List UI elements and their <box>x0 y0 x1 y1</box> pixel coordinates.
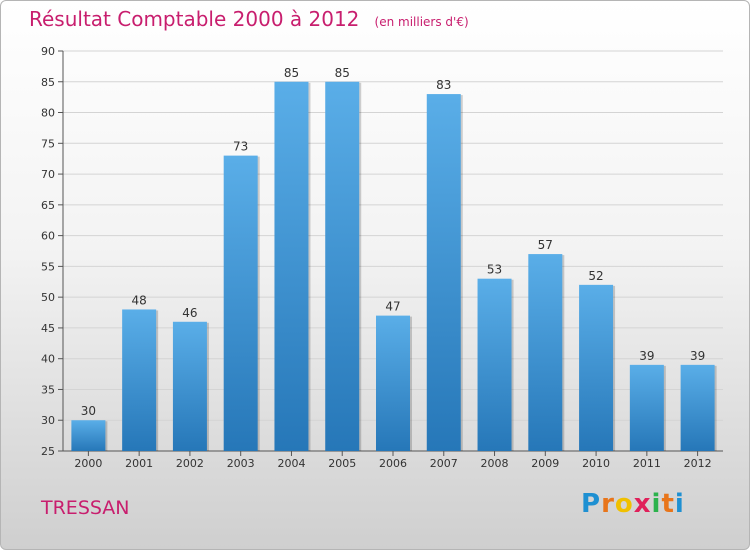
data-label-2003: 73 <box>233 140 248 154</box>
y-tick-label: 65 <box>41 199 55 212</box>
logo-letter: o <box>614 489 634 519</box>
x-tick-label-2004: 2004 <box>277 457 305 470</box>
chart-title-unit: (en milliers d'€) <box>374 15 469 29</box>
x-tick-label-2001: 2001 <box>125 457 153 470</box>
y-tick-label: 80 <box>41 107 55 120</box>
x-tick-label-2011: 2011 <box>633 457 661 470</box>
x-tick-label-2006: 2006 <box>379 457 407 470</box>
bar-2001[interactable] <box>122 309 157 451</box>
data-label-2004: 85 <box>284 66 299 80</box>
bar-2005[interactable] <box>325 81 360 452</box>
logo-letter: t <box>661 489 675 519</box>
logo-letter: r <box>601 489 615 519</box>
bar-2010[interactable] <box>579 284 614 451</box>
data-label-2002: 46 <box>182 306 197 320</box>
y-tick-label: 40 <box>41 353 55 366</box>
bar-2012[interactable] <box>680 364 715 451</box>
y-tick-label: 75 <box>41 137 55 150</box>
logo-letter: P <box>581 489 602 519</box>
x-tick-label-2000: 2000 <box>74 457 102 470</box>
logo-letter: i <box>674 489 685 519</box>
bar-2003[interactable] <box>223 155 258 451</box>
y-tick-label: 60 <box>41 230 55 243</box>
data-label-2010: 52 <box>588 269 603 283</box>
data-label-2008: 53 <box>487 263 502 277</box>
chart-title-main: Résultat Comptable 2000 à 2012 <box>29 7 360 31</box>
y-tick-label: 90 <box>41 45 55 58</box>
y-tick-label: 55 <box>41 260 55 273</box>
x-tick-label-2008: 2008 <box>481 457 509 470</box>
bar-2004[interactable] <box>274 81 309 452</box>
logo-letter: i <box>651 489 662 519</box>
x-tick-label-2007: 2007 <box>430 457 458 470</box>
data-label-2007: 83 <box>436 78 451 92</box>
x-tick-label-2010: 2010 <box>582 457 610 470</box>
bar-2007[interactable] <box>426 94 461 452</box>
data-label-2006: 47 <box>385 300 400 314</box>
y-tick-label: 35 <box>41 383 55 396</box>
commune-name: TRESSAN <box>41 497 130 519</box>
x-tick-label-2002: 2002 <box>176 457 204 470</box>
y-tick-label: 70 <box>41 168 55 181</box>
data-label-2005: 85 <box>335 66 350 80</box>
axis-layer: 25 30 35 40 45 50 55 60 65 70 75 80 85 90 2000 2001 2002… <box>41 45 723 470</box>
data-label-2000: 30 <box>81 404 96 418</box>
data-label-2001: 48 <box>132 293 147 307</box>
data-label-2009: 57 <box>538 238 553 252</box>
y-tick-label: 85 <box>41 76 55 89</box>
bar-2000[interactable] <box>71 420 106 451</box>
y-tick-label: 25 <box>41 445 55 458</box>
x-tick-label-2009: 2009 <box>531 457 559 470</box>
bar-2009[interactable] <box>528 254 563 451</box>
y-tick-label: 30 <box>41 414 55 427</box>
x-tick-label-2003: 2003 <box>227 457 255 470</box>
logo-letter: x <box>633 489 652 519</box>
y-tick-label: 50 <box>41 291 55 304</box>
data-label-2012: 39 <box>690 349 705 363</box>
x-tick-label-2012: 2012 <box>684 457 712 470</box>
data-label-2011: 39 <box>639 349 654 363</box>
y-tick-label: 45 <box>41 322 55 335</box>
x-tick-label-2005: 2005 <box>328 457 356 470</box>
bar-2008[interactable] <box>477 278 512 451</box>
bar-2011[interactable] <box>629 364 664 451</box>
bar-layer: 30 48 46 73 85 85 47 83 53 57 52 39 39 <box>71 66 717 452</box>
proxiti-logo[interactable]: Proxiti <box>581 489 685 519</box>
chart-title: Résultat Comptable 2000 à 2012 (en milli… <box>29 7 469 31</box>
bar-2002[interactable] <box>172 321 207 451</box>
bar-2006[interactable] <box>376 315 410 451</box>
